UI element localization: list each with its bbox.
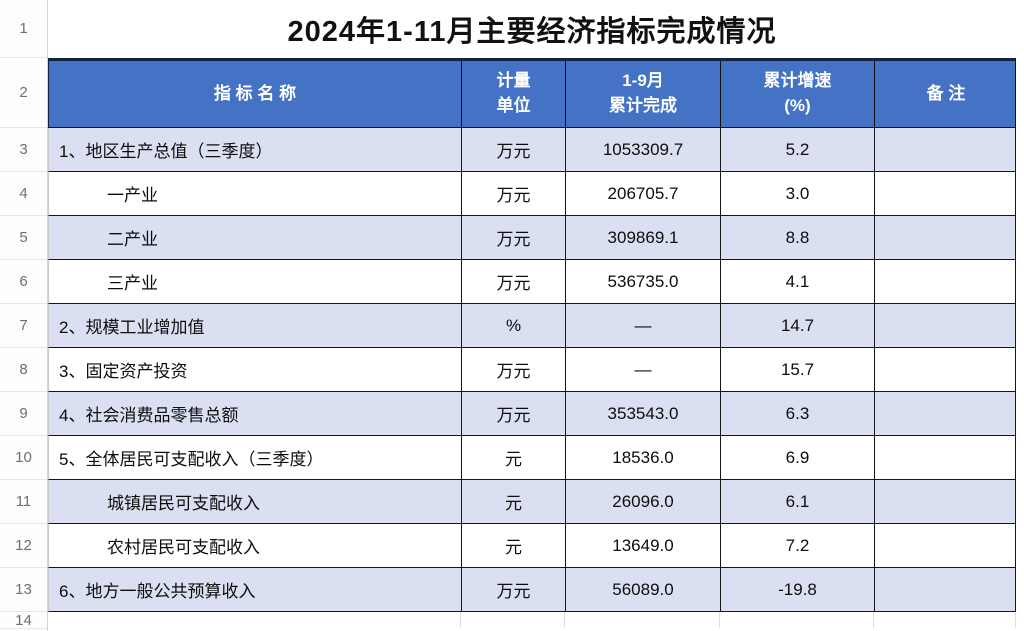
table-row: 5、全体居民可支配收入（三季度） 元 18536.0 6.9 [48,436,1016,480]
row-number[interactable]: 14 [0,612,47,629]
unit-cell[interactable]: 万元 [462,128,566,171]
growth-cell[interactable]: 15.7 [721,348,875,391]
unit-cell[interactable]: 万元 [462,568,566,611]
header-cell-cumulative[interactable]: 1-9月 累计完成 [566,61,721,127]
unit-cell[interactable]: % [462,304,566,347]
table-body: 1、地区生产总值（三季度） 万元 1053309.7 5.2 一产业 万元 20… [48,128,1016,612]
remark-cell[interactable] [875,436,1017,479]
unit-cell[interactable]: 万元 [462,172,566,215]
remark-cell[interactable] [875,348,1017,391]
unit-cell[interactable]: 万元 [462,260,566,303]
value-cell[interactable]: — [566,348,721,391]
table-row: 城镇居民可支配收入 元 26096.0 6.1 [48,480,1016,524]
value-cell[interactable]: 206705.7 [566,172,721,215]
unit-cell[interactable]: 元 [462,436,566,479]
value-cell[interactable]: 536735.0 [566,260,721,303]
value-cell[interactable]: 353543.0 [566,392,721,435]
row-number[interactable]: 4 [0,172,47,216]
indicator-name-cell[interactable]: 4、社会消费品零售总额 [49,392,462,435]
value-cell[interactable]: 26096.0 [566,480,721,523]
value-cell[interactable]: 13649.0 [566,524,721,567]
unit-cell[interactable]: 万元 [462,216,566,259]
table-area: 2024年1-11月主要经济指标完成情况 指 标 名 称 计量 单位 1-9月 … [48,0,1016,631]
value-cell[interactable]: — [566,304,721,347]
table-row: 二产业 万元 309869.1 8.8 [48,216,1016,260]
table-row: 6、地方一般公共预算收入 万元 56089.0 -19.8 [48,568,1016,612]
remark-cell[interactable] [875,260,1017,303]
row-number[interactable]: 5 [0,216,47,260]
value-cell[interactable]: 56089.0 [566,568,721,611]
indicator-name-cell[interactable]: 二产业 [49,216,462,259]
table-row: 2、规模工业增加值 % — 14.7 [48,304,1016,348]
remark-cell[interactable] [875,216,1017,259]
indicator-name-cell[interactable]: 3、固定资产投资 [49,348,462,391]
growth-cell[interactable]: 5.2 [721,128,875,171]
unit-cell[interactable]: 万元 [462,348,566,391]
row-number[interactable]: 11 [0,480,47,524]
growth-cell[interactable]: 7.2 [721,524,875,567]
table-row: 农村居民可支配收入 元 13649.0 7.2 [48,524,1016,568]
remark-cell[interactable] [875,304,1017,347]
sheet-title: 2024年1-11月主要经济指标完成情况 [287,16,777,48]
indicator-name-cell[interactable]: 5、全体居民可支配收入（三季度） [49,436,462,479]
row-number[interactable]: 9 [0,392,47,436]
table-row: 三产业 万元 536735.0 4.1 [48,260,1016,304]
header-cell-growth[interactable]: 累计增速 (%) [721,61,875,127]
growth-cell[interactable]: 6.3 [721,392,875,435]
row-number[interactable]: 10 [0,436,47,480]
header-cell-remark[interactable]: 备 注 [926,83,966,103]
indicator-name-cell[interactable]: 1、地区生产总值（三季度） [49,128,462,171]
value-cell[interactable]: 18536.0 [566,436,721,479]
growth-cell[interactable]: 14.7 [721,304,875,347]
unit-cell[interactable]: 元 [462,524,566,567]
row-number[interactable]: 1 [0,0,47,58]
row-number[interactable]: 8 [0,348,47,392]
indicator-name-cell[interactable]: 三产业 [49,260,462,303]
partial-row-14 [48,612,1016,628]
growth-cell[interactable]: -19.8 [721,568,875,611]
table-row: 一产业 万元 206705.7 3.0 [48,172,1016,216]
remark-cell[interactable] [875,128,1017,171]
growth-cell[interactable]: 6.9 [721,436,875,479]
indicator-name-cell[interactable]: 城镇居民可支配收入 [49,480,462,523]
row-number[interactable]: 12 [0,524,47,568]
row-number[interactable]: 13 [0,568,47,612]
table-row: 4、社会消费品零售总额 万元 353543.0 6.3 [48,392,1016,436]
growth-cell[interactable]: 8.8 [721,216,875,259]
unit-cell[interactable]: 元 [462,480,566,523]
remark-cell[interactable] [875,480,1017,523]
table-row: 3、固定资产投资 万元 — 15.7 [48,348,1016,392]
table-header-row: 指 标 名 称 计量 单位 1-9月 累计完成 累计增速 (%) 备 注 [48,58,1016,128]
growth-cell[interactable]: 6.1 [721,480,875,523]
row-number[interactable]: 3 [0,128,47,172]
header-cell-indicator-name[interactable]: 指 标 名 称 [49,61,462,127]
row-number[interactable]: 6 [0,260,47,304]
growth-cell[interactable]: 4.1 [721,260,875,303]
remark-cell[interactable] [875,392,1017,435]
value-cell[interactable]: 1053309.7 [566,128,721,171]
row-number[interactable]: 7 [0,304,47,348]
indicator-name-cell[interactable]: 2、规模工业增加值 [49,304,462,347]
indicator-name-cell[interactable]: 农村居民可支配收入 [49,524,462,567]
unit-cell[interactable]: 万元 [462,392,566,435]
table-row: 1、地区生产总值（三季度） 万元 1053309.7 5.2 [48,128,1016,172]
row-number[interactable]: 2 [0,58,47,128]
growth-cell[interactable]: 3.0 [721,172,875,215]
remark-cell[interactable] [875,172,1017,215]
remark-cell[interactable] [875,568,1017,611]
row-number-gutter: 1 2 3 4 5 6 7 8 9 10 11 12 13 14 [0,0,48,631]
header-cell-unit[interactable]: 计量 单位 [462,61,566,127]
title-row[interactable]: 2024年1-11月主要经济指标完成情况 [48,0,1016,58]
remark-cell[interactable] [875,524,1017,567]
indicator-name-cell[interactable]: 一产业 [49,172,462,215]
indicator-name-cell[interactable]: 6、地方一般公共预算收入 [49,568,462,611]
value-cell[interactable]: 309869.1 [566,216,721,259]
